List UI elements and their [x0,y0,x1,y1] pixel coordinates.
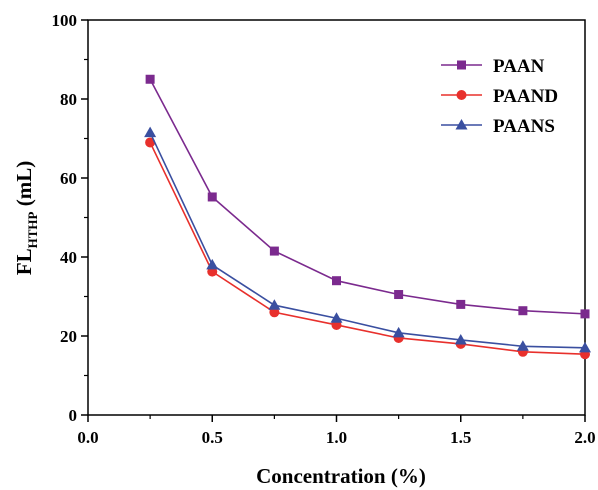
data-point-paan [456,299,466,309]
series-line-paan [149,78,586,315]
x-axis-title: Concentration (%) [256,464,426,488]
data-point-paan [269,246,279,256]
x-tick-label: 0.5 [202,428,223,447]
x-tick-label: 1.0 [326,428,347,447]
legend-label-paan: PAAN [493,56,545,77]
y-tick-label: 60 [60,169,77,188]
y-tick-label: 100 [52,11,78,30]
data-point-paan [394,290,404,300]
x-tick-label: 2.0 [574,428,595,447]
data-point-paans [330,312,343,323]
axes: 0.0 0.5 1.0 1.5 2.0 0 20 40 60 80 100 [52,11,596,447]
y-axis-title: FLHTHP (mL) [12,161,40,275]
y-axis-title-unit: (mL) [12,161,36,212]
y-tick-label: 40 [60,248,77,267]
legend-label-paans: PAANS [493,116,555,137]
y-axis-title-main: FL [12,248,36,275]
legend-label-paand: PAAND [493,86,558,107]
y-tick-label: 80 [60,90,77,109]
legend-marker-paans [455,119,468,130]
series-line-paans [149,132,586,349]
data-point-paand [269,307,280,318]
data-point-paan [332,276,341,286]
data-point-paan [207,192,217,202]
plot-frame [87,19,586,416]
data-point-paans [516,340,529,351]
data-point-paans [206,258,219,270]
data-point-paans [268,299,281,310]
data-point-paans [144,126,157,138]
series-paans [144,126,591,353]
data-point-paan [518,306,528,316]
data-point-paans [392,326,405,338]
data-point-paan [580,309,590,319]
x-tick-label: 0.0 [77,428,98,447]
y-tick-label: 20 [60,327,77,346]
data-point-paans [454,333,467,345]
data-point-paand [145,137,156,148]
legend-marker-paand [456,90,467,100]
series-paan [145,74,590,319]
y-axis-title-sub: HTHP [25,211,40,248]
data-point-paan [145,74,155,84]
legend-marker-paan [457,60,466,70]
y-tick-label: 0 [69,406,78,425]
series-line-paand [149,142,586,355]
legend: PAAN PAAND PAANS [441,56,558,137]
data-point-paans [579,341,591,353]
x-tick-label: 1.5 [450,428,471,447]
series-layer [144,74,591,360]
